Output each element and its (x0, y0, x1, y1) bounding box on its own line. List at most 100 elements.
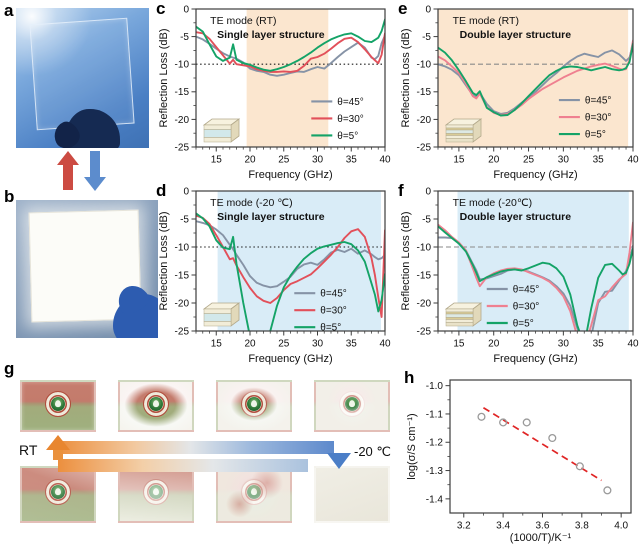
svg-text:Frequency (GHz): Frequency (GHz) (493, 169, 577, 181)
freeze-thaw-photo-grid (20, 380, 390, 523)
emblem-logo-icon (143, 390, 169, 417)
svg-text:θ=30°: θ=30° (585, 112, 612, 123)
svg-text:-10: -10 (417, 242, 432, 253)
svg-text:20: 20 (488, 339, 500, 350)
chart-te-rt-single-layer: 15 20 25 30 35 40 0 -5 -10 -15 -20 -25 Frequency (GH… (158, 4, 391, 181)
svg-text:θ=30°: θ=30° (513, 301, 540, 312)
svg-text:θ=5°: θ=5° (585, 129, 606, 140)
svg-text:Frequency (GHz): Frequency (GHz) (248, 353, 332, 365)
panel-f: f 15 20 25 30 35 40 0 -5 -10 -15 -20 -25 Frequency (… (398, 181, 640, 365)
svg-text:Double layer structure: Double layer structure (460, 211, 572, 223)
svg-text:30: 30 (558, 339, 570, 350)
svg-text:Single layer structure: Single layer structure (217, 29, 325, 41)
freeze-direction-bar (58, 441, 334, 454)
sample-thawing-early (216, 466, 292, 523)
svg-text:TE mode (RT): TE mode (RT) (210, 15, 276, 27)
warm-arrow-stem (53, 449, 63, 460)
svg-text:Frequency (GHz): Frequency (GHz) (493, 353, 577, 365)
svg-text:-20: -20 (175, 115, 190, 126)
emblem-logo-icon (241, 390, 267, 417)
svg-text:Reflection Loss (dB): Reflection Loss (dB) (158, 28, 170, 127)
chart-conductivity-arrhenius: 3.2 3.4 3.6 3.8 4.0 -1.0 -1.1 -1.2 -1.3 -1.4 (1000… (406, 379, 632, 544)
svg-text:-25: -25 (417, 326, 432, 337)
svg-text:15: 15 (453, 339, 465, 350)
svg-text:Double layer structure: Double layer structure (460, 29, 572, 41)
svg-text:25: 25 (523, 155, 535, 166)
svg-text:-1.2: -1.2 (426, 438, 444, 449)
svg-text:35: 35 (346, 155, 358, 166)
svg-text:θ=5°: θ=5° (320, 323, 341, 334)
photo-opaque-sheet (16, 200, 158, 338)
svg-text:(1000/T)/K⁻¹: (1000/T)/K⁻¹ (510, 532, 572, 544)
sample-freezing-edge-frost (118, 380, 194, 432)
svg-text:3.6: 3.6 (536, 521, 550, 532)
minus20-label: -20 ℃ (352, 444, 394, 460)
svg-text:-15: -15 (417, 87, 432, 98)
thaw-direction-bar (58, 459, 308, 472)
panel-d: d 15 20 25 30 35 40 0 -5 -10 -15 -20 -25 Frequency (… (156, 181, 392, 365)
svg-text:-15: -15 (417, 270, 432, 281)
panel-label-a: a (4, 1, 14, 20)
svg-text:-20: -20 (417, 115, 432, 126)
svg-text:-5: -5 (180, 32, 189, 43)
emblem-logo-icon (45, 390, 71, 417)
svg-text:-5: -5 (422, 214, 431, 225)
svg-text:TE mode (RT): TE mode (RT) (453, 15, 519, 27)
svg-text:-10: -10 (175, 60, 190, 71)
svg-text:3.8: 3.8 (575, 521, 589, 532)
svg-text:Reflection Loss (dB): Reflection Loss (dB) (400, 211, 412, 310)
svg-text:-1.0: -1.0 (426, 381, 444, 392)
svg-text:-25: -25 (175, 326, 190, 337)
svg-text:40: 40 (627, 155, 639, 166)
panel-e: e 15 20 25 30 35 40 0 -5 -10 -15 -20 -25 Frequency (… (398, 0, 640, 181)
photo-transparent-sheet (16, 8, 149, 148)
svg-text:TE mode (-20℃): TE mode (-20℃) (453, 197, 532, 209)
svg-text:θ=45°: θ=45° (337, 97, 364, 108)
svg-text:20: 20 (488, 155, 500, 166)
panel-label-h: h (404, 368, 415, 387)
svg-text:θ=45°: θ=45° (513, 284, 540, 295)
svg-text:35: 35 (593, 155, 605, 166)
cold-arrowhead-icon (327, 453, 351, 469)
svg-text:θ=45°: θ=45° (320, 289, 347, 300)
panel-label-b: b (4, 187, 15, 206)
svg-text:-15: -15 (175, 270, 190, 281)
svg-text:Reflection Loss (dB): Reflection Loss (dB) (158, 211, 170, 310)
svg-text:15: 15 (211, 339, 223, 350)
sample-cold-opaque (314, 466, 390, 523)
chart-te-cold-single-layer: 15 20 25 30 35 40 0 -5 -10 -15 -20 -25 Frequency (GH… (158, 186, 391, 365)
svg-text:-25: -25 (175, 142, 190, 153)
panel-label-d: d (156, 181, 167, 200)
chart-te-cold-double-layer: 15 20 25 30 35 40 0 -5 -10 -15 -20 -25 Frequency (GH… (400, 186, 639, 365)
svg-text:θ=5°: θ=5° (513, 318, 534, 329)
panel-label-f: f (398, 181, 404, 200)
svg-text:TE mode (-20 ℃): TE mode (-20 ℃) (210, 197, 292, 209)
svg-text:θ=30°: θ=30° (320, 306, 347, 317)
svg-text:-20: -20 (175, 298, 190, 309)
sample-rt-clear (20, 380, 96, 432)
svg-text:4.0: 4.0 (614, 521, 628, 532)
svg-text:-10: -10 (417, 60, 432, 71)
svg-text:-1.4: -1.4 (426, 494, 444, 505)
panel-c: c 15 20 25 30 35 40 0 -5 -10 -15 -20 -25 Frequency (… (156, 0, 392, 181)
svg-text:-1.3: -1.3 (426, 466, 444, 477)
svg-text:15: 15 (211, 155, 223, 166)
emblem-logo-icon (241, 478, 267, 505)
svg-text:-25: -25 (417, 142, 432, 153)
warm-arrowhead-icon (46, 435, 70, 450)
svg-text:25: 25 (278, 339, 290, 350)
svg-text:30: 30 (312, 339, 324, 350)
svg-text:log(σ/S cm⁻¹): log(σ/S cm⁻¹) (406, 413, 418, 479)
panel-label-e: e (398, 0, 408, 18)
svg-text:-1.1: -1.1 (426, 409, 444, 420)
svg-text:θ=5°: θ=5° (337, 131, 358, 142)
emblem-logo-icon (143, 478, 169, 505)
red-up-arrow (57, 151, 79, 191)
svg-text:40: 40 (379, 339, 391, 350)
svg-text:3.4: 3.4 (496, 521, 510, 532)
sample-thawed-mostly-clear (20, 466, 96, 523)
svg-text:θ=45°: θ=45° (585, 95, 612, 106)
svg-text:30: 30 (312, 155, 324, 166)
svg-text:15: 15 (453, 155, 465, 166)
